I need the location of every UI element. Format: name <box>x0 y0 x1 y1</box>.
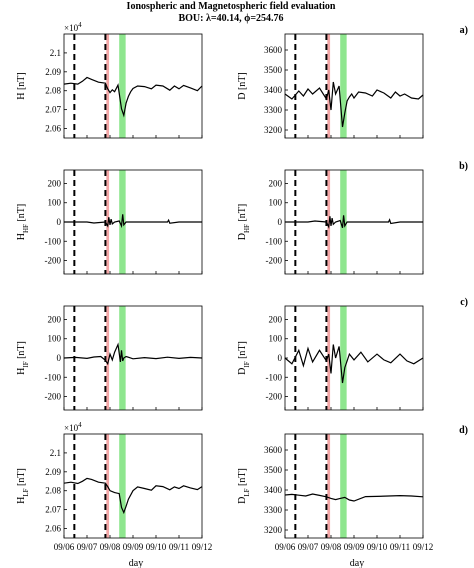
y-tick-label-hif-2: 0 <box>57 353 62 363</box>
y-tick-label-hhf-1: -100 <box>45 236 62 246</box>
figure-title-line1: Ionospheric and Magnetospheric field eva… <box>127 1 336 12</box>
x-axis-label-left: day <box>129 558 143 568</box>
y-axis-label-h: H [nT] <box>16 72 27 100</box>
x-tick-label-dlf-1: 09/07 <box>298 542 319 552</box>
recovery-band-h <box>119 34 126 138</box>
y-axis-label-dhf: DHF [nT] <box>237 204 251 240</box>
series-line-dlf <box>284 493 424 502</box>
axes-box-hlf <box>63 433 203 539</box>
y-exponent-hlf: ×104 <box>64 421 82 433</box>
y-tick-label-hif-3: 100 <box>48 334 62 344</box>
panel-letter-hif: c) <box>460 297 468 308</box>
series-line-hhf <box>64 214 202 229</box>
y-axis-label-hhf: HHF [nT] <box>16 204 30 240</box>
y-tick-label-h-0: 2.06 <box>45 124 61 134</box>
y-axis-label-d: D [nT] <box>237 72 248 100</box>
axes-box-dlf <box>284 433 424 539</box>
series-line-dif <box>284 344 424 384</box>
series-line-d <box>284 81 424 128</box>
y-tick-label-h-1: 2.07 <box>45 105 61 115</box>
y-tick-label-hif-1: -100 <box>45 372 62 382</box>
panels-group: 2.06 2.07 2.08 2.09 2.1 H [nT] ×104 a) 3200 3300 3… <box>16 21 468 552</box>
x-tick-label-hlf-5: 09/11 <box>169 542 189 552</box>
y-tick-label-d-3: 3500 <box>264 65 283 75</box>
y-tick-label-dhf-3: 100 <box>269 198 283 208</box>
x-tick-label-hlf-1: 09/07 <box>77 542 98 552</box>
y-tick-label-d-0: 3200 <box>264 125 283 135</box>
y-tick-label-dif-1: -100 <box>266 372 283 382</box>
series-line-dhf <box>285 215 423 229</box>
y-axis-label-dlf: DLF [nT] <box>237 468 251 504</box>
y-tick-label-dif-3: 100 <box>269 334 283 344</box>
y-tick-label-d-1: 3300 <box>264 105 283 115</box>
y-exponent-h: ×104 <box>64 21 82 33</box>
y-tick-label-hlf-2: 2.08 <box>45 486 61 496</box>
y-tick-label-dhf-4: 200 <box>269 178 283 188</box>
y-tick-label-dlf-1: 3300 <box>264 505 283 515</box>
y-tick-label-h-2: 2.08 <box>45 86 61 96</box>
panel-letter-hhf: b) <box>459 161 468 172</box>
y-tick-label-hlf-1: 2.07 <box>45 505 61 515</box>
axes-box-d <box>284 33 424 139</box>
y-tick-label-h-3: 2.09 <box>45 67 61 77</box>
y-tick-label-hhf-0: -200 <box>45 256 62 266</box>
storm-band-dlf <box>327 434 331 538</box>
y-tick-label-d-4: 3600 <box>264 45 283 55</box>
panel-letter-h: a) <box>460 25 468 36</box>
x-axis-label-right: day <box>350 558 364 568</box>
series-line-hlf <box>63 477 203 515</box>
x-tick-label-hlf-4: 09/10 <box>146 542 167 552</box>
x-tick-label-dlf-4: 09/10 <box>367 542 388 552</box>
x-tick-label-hlf-6: 09/12 <box>192 542 213 552</box>
series-line-h <box>63 76 203 118</box>
y-tick-label-dlf-2: 3400 <box>264 485 283 495</box>
axes-box-h <box>63 33 203 139</box>
storm-band-hif <box>106 306 110 410</box>
x-tick-label-hlf-2: 09/08 <box>100 542 121 552</box>
y-tick-label-dhf-2: 0 <box>278 217 283 227</box>
y-tick-label-dlf-0: 3200 <box>264 525 283 535</box>
y-tick-label-h-4: 2.1 <box>50 48 61 58</box>
storm-band-h <box>106 34 110 138</box>
y-tick-label-dif-0: -200 <box>266 392 283 402</box>
y-tick-label-dhf-1: -100 <box>266 236 283 246</box>
y-tick-label-dhf-0: -200 <box>266 256 283 266</box>
y-tick-label-hif-4: 200 <box>48 314 62 324</box>
y-tick-label-dif-4: 200 <box>269 314 283 324</box>
y-tick-label-hlf-3: 2.09 <box>45 467 61 477</box>
recovery-band-d <box>340 34 347 138</box>
y-tick-label-dlf-4: 3600 <box>264 445 283 455</box>
y-tick-label-dif-2: 0 <box>278 353 283 363</box>
y-tick-label-hhf-2: 0 <box>57 217 62 227</box>
x-tick-label-hlf-0: 09/06 <box>54 542 75 552</box>
y-tick-label-hhf-3: 100 <box>48 198 62 208</box>
y-axis-label-dif: DIF [nT] <box>237 341 251 375</box>
recovery-band-dlf <box>340 434 347 538</box>
x-tick-label-dlf-2: 09/08 <box>321 542 342 552</box>
figure-title-line2: BOU: λ=40.14, ϕ=254.76 <box>178 13 283 24</box>
y-axis-label-hlf: HLF [nT] <box>16 468 30 504</box>
y-tick-label-hlf-4: 2.1 <box>50 448 61 458</box>
recovery-band-hlf <box>119 434 126 538</box>
y-axis-label-hif: HIF [nT] <box>16 341 30 375</box>
x-tick-label-hlf-3: 09/09 <box>123 542 144 552</box>
recovery-band-dif <box>340 306 347 410</box>
y-tick-label-hhf-4: 200 <box>48 178 62 188</box>
series-line-hif <box>63 342 203 366</box>
y-tick-label-d-2: 3400 <box>264 85 283 95</box>
y-tick-label-hif-0: -200 <box>45 392 62 402</box>
y-tick-label-hlf-0: 2.06 <box>45 524 61 534</box>
panel-letter-hlf: d) <box>459 425 468 436</box>
storm-band-d <box>327 34 331 138</box>
x-tick-label-dlf-3: 09/09 <box>344 542 365 552</box>
x-tick-label-dlf-0: 09/06 <box>275 542 296 552</box>
x-tick-label-dlf-6: 09/12 <box>413 542 434 552</box>
y-tick-label-dlf-3: 3500 <box>264 465 283 475</box>
x-tick-label-dlf-5: 09/11 <box>390 542 410 552</box>
